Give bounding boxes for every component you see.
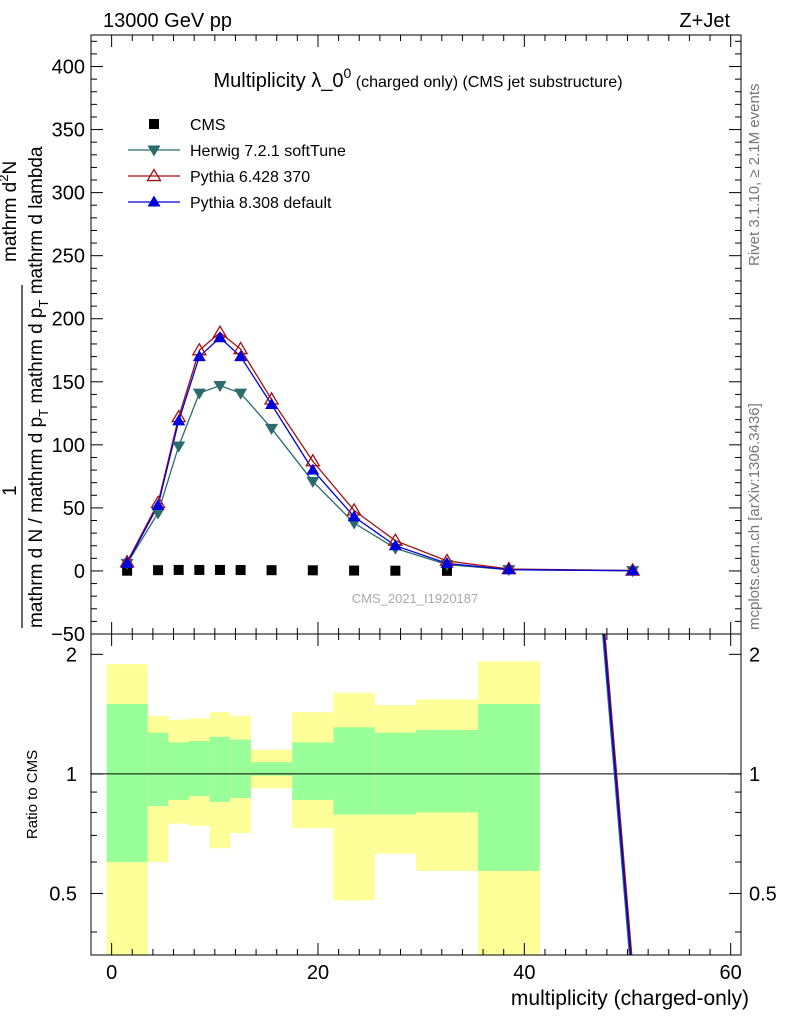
ratio-ytick-label-right: 1 [749,764,760,786]
legend-marker-2 [146,168,162,182]
data-point-1 [306,476,320,488]
y-label-fraction: mathrm d N / mathrm d pT mathrm d pT mat… [26,146,51,628]
inner-band-10 [416,729,478,813]
data-point-3 [347,510,361,522]
main-ytick-label: 100 [52,435,85,457]
y-label-one-text: 1 [0,485,21,496]
inner-band-0 [106,703,148,863]
xtick-label: 0 [106,962,117,984]
inner-band-2 [168,742,190,800]
data-point-3 [306,463,320,475]
inner-band-1 [147,732,169,807]
ratio-ytick-label: 2 [66,644,77,666]
inner-band-5 [230,739,251,798]
legend-label-1: Herwig 7.2.1 softTune [190,143,346,160]
main-ytick-label: 0 [74,561,85,583]
xtick-label: 20 [307,962,329,984]
legend-marker-1 [147,145,161,157]
energy-label: 13000 GeV pp [103,10,232,32]
process-label: Z+Jet [679,10,730,32]
ratio-line-0 [601,634,631,955]
data-point-1 [172,441,186,453]
main-ytick-label: 400 [52,57,85,79]
inner-band-8 [333,727,375,815]
data-point-0 [266,565,277,576]
data-point-0 [235,565,246,576]
analysis-watermark: CMS_2021_I1920187 [352,591,479,606]
ratio-y-axis-label: Ratio to CMS [24,750,41,839]
data-point-3 [192,350,206,362]
ratio-ytick-label: 0.5 [49,883,77,905]
main-ytick-label: −50 [51,624,85,646]
data-point-3 [120,556,134,568]
data-point-1 [234,388,248,400]
inner-band-11 [477,703,540,871]
data-point-0 [214,564,225,575]
legend-label-2: Pythia 6.428 370 [190,169,310,186]
data-point-1 [151,508,165,520]
x-axis-label: multiplicity (charged-only) [511,987,749,1010]
main-ytick-label: 150 [52,372,85,394]
data-point-0 [122,565,133,576]
chart-title: Multiplicity λ_00 (charged only) (CMS je… [213,65,622,92]
data-point-1 [265,423,279,435]
ratio-ytick-label: 1 [66,764,77,786]
legend-label-3: Pythia 8.308 default [190,195,332,212]
main-ytick-label: 250 [52,246,85,268]
inner-band-3 [189,741,210,796]
data-point-0 [194,564,205,575]
data-point-0 [307,565,318,576]
inner-band-7 [292,742,334,800]
main-frame [90,34,742,635]
main-ytick-label: 350 [52,120,85,142]
legend-marker-0 [149,119,159,129]
legend-marker-3 [147,195,161,207]
data-point-0 [173,564,184,575]
data-point-1 [192,388,206,400]
data-point-3 [265,397,279,410]
xtick-label: 60 [720,962,742,984]
data-point-3 [213,331,227,343]
data-point-3 [151,498,165,510]
ratio-line-1 [604,634,633,955]
data-point-0 [153,565,164,576]
ratio-layer [91,634,741,955]
xtick-label: 40 [513,962,535,984]
series-line-3 [126,336,633,572]
ratio-frame [90,633,742,956]
data-point-3 [502,563,516,575]
ratio-ytick-label-right: 0.5 [749,883,777,905]
data-point-3 [234,350,248,362]
data-point-3 [172,414,186,426]
data-point-1 [213,381,227,393]
data-point-3 [626,564,640,576]
main-ytick-label: 300 [52,183,85,205]
data-point-3 [440,556,454,568]
legend-label-0: CMS [190,117,226,134]
series-line-1 [126,384,633,572]
y-label-numerator-text: mathrm d2N [0,161,21,262]
ratio-line-2 [603,634,632,955]
main-ytick-label: 50 [63,498,85,520]
main-ytick-label: 200 [52,309,85,331]
data-point-3 [388,539,402,551]
inner-band-4 [209,736,231,802]
inner-band-6 [250,762,293,776]
ratio-ytick-label-right: 2 [749,644,760,666]
data-point-0 [390,565,401,576]
data-point-0 [349,565,360,576]
